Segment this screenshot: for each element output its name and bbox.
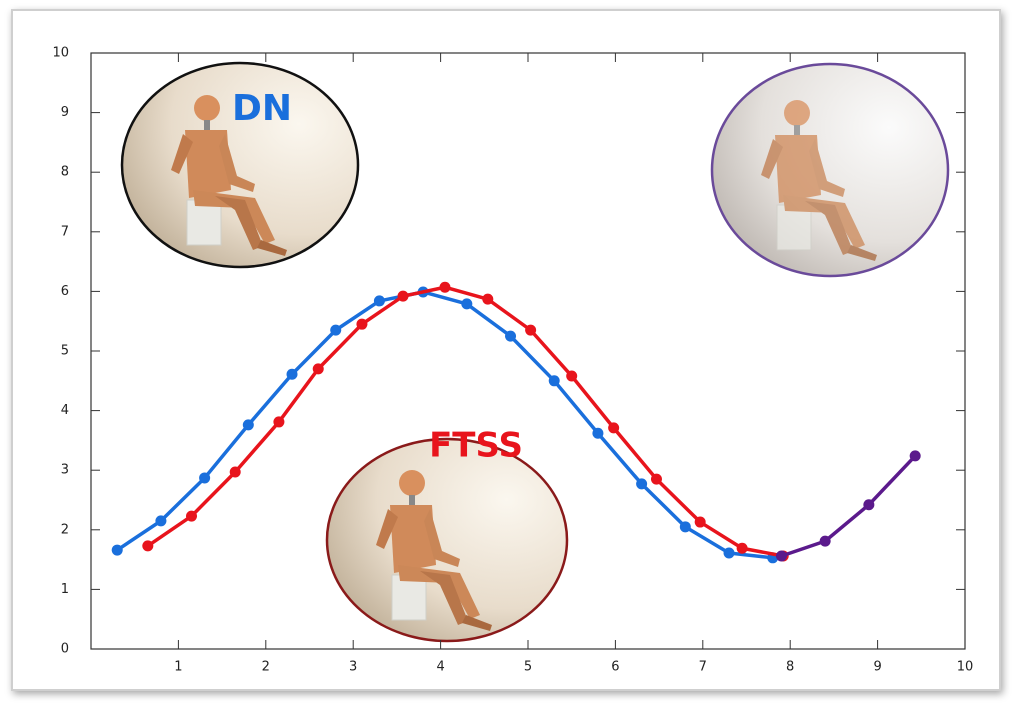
data-point (482, 294, 493, 305)
x-tick-label: 8 (786, 660, 794, 675)
x-tick-label: 4 (436, 660, 444, 675)
data-point (142, 540, 153, 551)
data-point (273, 416, 284, 427)
y-tick-label: 4 (61, 403, 69, 418)
data-point (863, 499, 874, 510)
x-tick-label: 1 (174, 660, 182, 675)
x-tick-label: 3 (349, 660, 357, 675)
data-point (820, 536, 831, 547)
data-point (287, 369, 298, 380)
x-tick-label: 6 (611, 660, 619, 675)
y-tick-label: 8 (61, 165, 69, 180)
data-point (608, 422, 619, 433)
data-point (776, 551, 787, 562)
data-point (505, 331, 516, 342)
data-point (525, 325, 536, 336)
data-point (695, 517, 706, 528)
data-point (398, 291, 409, 302)
x-tick-label: 5 (524, 660, 532, 675)
x-tick-label: 9 (873, 660, 881, 675)
data-point (910, 450, 921, 461)
data-point (155, 515, 166, 526)
data-point (112, 545, 123, 556)
data-point (592, 428, 603, 439)
data-point (313, 363, 324, 374)
unnamed-portrait (712, 64, 948, 276)
data-point (724, 548, 735, 559)
data-point (636, 478, 647, 489)
data-point (230, 466, 241, 477)
ftss-label: FTSS (429, 426, 523, 466)
data-point (374, 295, 385, 306)
dn-label: DN (232, 88, 292, 129)
y-tick-label: 10 (52, 46, 69, 61)
y-tick-label: 0 (61, 642, 69, 657)
data-point (737, 543, 748, 554)
y-tick-label: 1 (61, 582, 69, 597)
data-point (549, 375, 560, 386)
y-tick-label: 3 (61, 463, 69, 478)
data-point (356, 319, 367, 330)
x-tick-label: 10 (957, 660, 974, 675)
page: DN FTSS 0 1 2 3 4 5 6 7 8 9 10 1 2 3 4 5 6 7 8 9 10 (0, 0, 1013, 704)
y-tick-label: 9 (61, 105, 69, 120)
chart: DN FTSS 0 1 2 3 4 5 6 7 8 9 10 1 2 3 4 5 6 7 8 9 10 (0, 0, 1013, 704)
data-point (461, 298, 472, 309)
data-point (243, 419, 254, 430)
data-point (199, 472, 210, 483)
y-tick-label: 5 (61, 344, 69, 359)
data-point (651, 474, 662, 485)
data-point (330, 325, 341, 336)
data-point (680, 521, 691, 532)
data-point (566, 371, 577, 382)
y-tick-label: 2 (61, 522, 69, 537)
ftss-portrait (327, 439, 567, 641)
y-tick-label: 6 (61, 284, 69, 299)
x-tick-label: 7 (699, 660, 707, 675)
data-point (439, 282, 450, 293)
data-point (186, 511, 197, 522)
y-tick-label: 7 (61, 224, 69, 239)
x-tick-label: 2 (262, 660, 270, 675)
